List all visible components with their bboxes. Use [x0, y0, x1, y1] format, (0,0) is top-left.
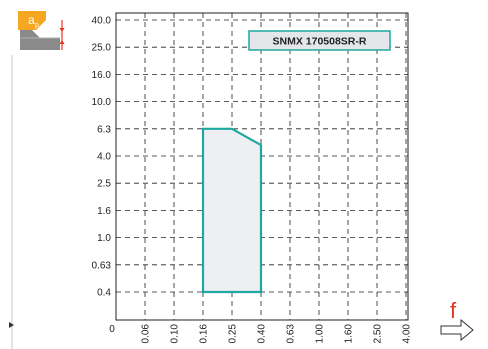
y-tick-label: 0.63 [92, 260, 112, 271]
chart-title: SNMX 170508SR-R [273, 36, 367, 48]
region-layer [201, 127, 263, 294]
x-axis-symbol: f [450, 298, 457, 323]
y-tick-label: 40.0 [92, 16, 112, 27]
x-tick-label: 0.63 [286, 324, 297, 344]
x-origin-label: 0 [109, 324, 115, 335]
y-tick-labels: 0.4 0.63 1.0 1.6 2.5 4.0 6.3 10.0 16.0 25.0 40.0 [92, 16, 112, 299]
x-tick-label: 0.25 [228, 324, 239, 344]
x-tick-label: 0.40 [257, 324, 268, 344]
svg-text:a: a [28, 13, 35, 27]
x-tick-label: 1.00 [315, 324, 326, 344]
y-tick-label: 2.5 [97, 179, 111, 190]
left-marker-icon [9, 322, 14, 328]
y-tick-label: 6.3 [97, 124, 111, 135]
x-tick-label: 0.06 [141, 324, 152, 344]
x-tick-label: 0.10 [170, 324, 181, 344]
x-tick-label: 0.16 [199, 324, 210, 344]
y-tick-label: 25.0 [92, 43, 112, 54]
svg-text:p: p [35, 22, 39, 29]
y-tick-label: 1.6 [97, 206, 111, 217]
depth-of-cut-icon: a p [18, 11, 65, 50]
x-tick-label: 4.00 [402, 324, 413, 344]
title-box: SNMX 170508SR-R [248, 30, 391, 51]
y-tick-label: 16.0 [92, 70, 112, 81]
x-tick-labels: 0.06 0.10 0.16 0.25 0.40 0.63 1.00 1.60 2.50 4.00 [141, 324, 413, 344]
x-tick-label: 2.50 [373, 324, 384, 344]
y-tick-label: 1.0 [97, 233, 111, 244]
application-region [201, 127, 263, 294]
x-tick-label: 1.60 [344, 324, 355, 344]
y-tick-label: 10.0 [92, 97, 112, 108]
y-tick-label: 0.4 [97, 288, 111, 299]
y-tick-label: 4.0 [97, 152, 111, 163]
arrow-right-icon [440, 318, 474, 342]
